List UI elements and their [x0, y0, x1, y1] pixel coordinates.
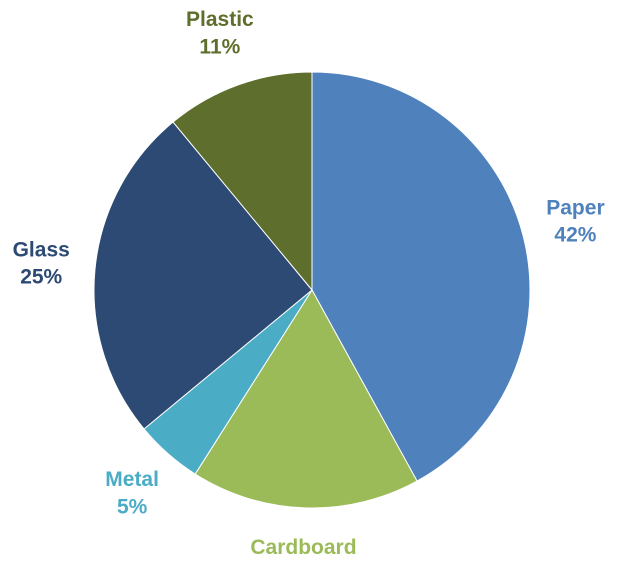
pie-label-metal: Metal 5% [105, 468, 159, 518]
pie-slice-cardboard [194, 289, 418, 509]
pie-label-value: 11% [199, 35, 240, 58]
pie-labels: Paper 42% Cardboard 17% Metal 5% Glass 25% Plast… [13, 8, 605, 565]
pie-slice-glass [93, 121, 313, 430]
pie-label-cardboard: Cardboard 17% [250, 536, 356, 565]
pie-label-glass: Glass 25% [13, 238, 70, 288]
pie-slice-paper [311, 71, 531, 482]
pie-label-value: 5% [117, 495, 148, 518]
pie-label-category: Cardboard [250, 536, 356, 559]
pie-label-value: 25% [20, 266, 62, 289]
pie-label-category: Paper [546, 196, 604, 219]
pie-label-value: 42% [554, 224, 596, 247]
pie-label-value: 17% [282, 563, 324, 565]
pie-label-category: Metal [105, 468, 159, 491]
pie-slice-plastic [172, 71, 313, 292]
pie-label-category: Plastic [186, 8, 254, 31]
pie-slices [93, 71, 531, 509]
pie-label-plastic: Plastic 11% [186, 8, 254, 58]
pie-label-category: Glass [13, 238, 70, 261]
pie-label-paper: Paper 42% [546, 196, 604, 246]
